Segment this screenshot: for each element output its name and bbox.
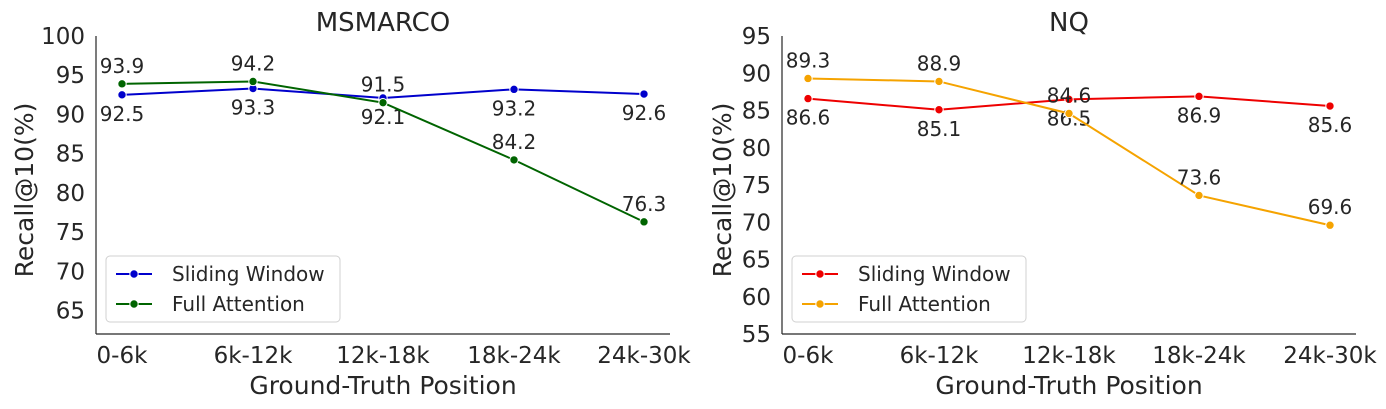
data-point (248, 76, 258, 87)
data-label: 92.6 (622, 101, 667, 125)
y-tick-label: 100 (41, 24, 85, 50)
legend-label: Sliding Window (172, 262, 325, 286)
chart-title: NQ (1049, 8, 1089, 38)
data-point (803, 93, 813, 104)
y-axis-label: Recall@10(%) (708, 103, 737, 278)
y-tick-label: 60 (742, 285, 771, 311)
data-label: 86.9 (1177, 103, 1222, 127)
data-point (1325, 101, 1335, 111)
data-point (117, 90, 127, 100)
legend-label: Sliding Window (858, 262, 1011, 286)
data-label: 85.1 (917, 117, 962, 141)
data-point (803, 73, 813, 84)
y-tick-label: 95 (56, 63, 85, 89)
data-label: 88.9 (917, 51, 962, 75)
y-tick-label: 65 (56, 298, 85, 324)
data-label: 93.9 (100, 54, 145, 78)
data-label: 93.2 (492, 96, 537, 120)
data-label: 91.5 (361, 73, 406, 97)
data-point (1064, 94, 1074, 105)
x-tick-label: 24k-30k (1283, 343, 1377, 369)
series-layer: 86.6 85.1 86.5 86.9 85.689.3 88.984.673.669.6 (786, 48, 1353, 230)
y-tick-label: 75 (56, 220, 85, 246)
data-label: 73.6 (1177, 165, 1222, 189)
x-tick-label: 18k-24k (467, 343, 561, 369)
legend-box (791, 255, 1027, 323)
data-label: 85.6 (1308, 113, 1353, 137)
x-tick-label: 0-6k (97, 343, 149, 369)
data-point (934, 76, 944, 87)
data-point (378, 97, 388, 108)
legend-label: Full Attention (858, 292, 991, 316)
x-tick-label: 24k-30k (597, 343, 691, 369)
legend: Sliding Window Full Attention (105, 255, 341, 323)
y-tick-label: 80 (742, 136, 771, 162)
data-point (934, 105, 944, 115)
x-axis-label: Ground-Truth Position (249, 371, 516, 400)
tick-labels: 55 60 65 70 75 80 85 90 95 0-6k 6k-12k 12k-18k 18k-2… (742, 24, 1378, 369)
y-axis-label: Recall@10(%) (10, 103, 39, 278)
data-label: 94.2 (231, 51, 276, 75)
chart-nq: NQ Ground-Truth Position Recall@10(%) 55… (708, 8, 1377, 400)
y-tick-label: 70 (742, 210, 771, 236)
x-tick-label: 6k-12k (214, 343, 294, 369)
x-tick-label: 0-6k (783, 343, 835, 369)
x-tick-label: 18k-24k (1152, 343, 1246, 369)
chart-title: MSMARCO (316, 8, 451, 38)
data-point (639, 89, 649, 99)
y-tick-label: 85 (56, 142, 85, 168)
series-layer: 92.5 93.3 92.1 93.2 92.693.9 94.291.584.276.3 (100, 51, 667, 227)
chart-msmarco: MSMARCO Ground-Truth Position Recall@10(… (10, 8, 691, 400)
data-label: 84.2 (492, 130, 537, 154)
legend-swatch-marker (815, 269, 825, 279)
legend: Sliding Window Full Attention (791, 255, 1027, 323)
data-point (1194, 91, 1204, 102)
x-tick-label: 12k-18k (1022, 343, 1116, 369)
data-point (639, 217, 649, 227)
data-point (1325, 220, 1335, 230)
data-label: 86.6 (786, 106, 831, 130)
data-label: 76.3 (622, 192, 667, 216)
data-point (1064, 108, 1074, 119)
data-label: 93.3 (231, 96, 276, 120)
legend-label: Full Attention (172, 292, 305, 316)
y-tick-label: 95 (742, 24, 771, 50)
x-tick-label: 12k-18k (336, 343, 430, 369)
data-point (1194, 190, 1204, 201)
legend-swatch-marker (129, 299, 139, 309)
legend-box (105, 255, 341, 323)
legend-swatch-marker (815, 299, 825, 309)
x-axis-label: Ground-Truth Position (935, 371, 1202, 400)
data-label: 92.5 (100, 102, 145, 126)
legend-swatch-marker (129, 269, 139, 279)
data-point (117, 79, 127, 89)
x-tick-label: 6k-12k (900, 343, 980, 369)
y-tick-label: 75 (742, 173, 771, 199)
data-label: 84.6 (1047, 83, 1092, 107)
data-point (509, 155, 519, 165)
y-tick-label: 70 (56, 259, 85, 285)
y-tick-label: 90 (742, 61, 771, 87)
data-label: 89.3 (786, 48, 831, 72)
y-tick-label: 85 (742, 99, 771, 125)
y-tick-label: 90 (56, 102, 85, 128)
data-label: 69.6 (1308, 195, 1353, 219)
tick-labels: 65 70 75 80 85 90 95 100 0-6k 6k-12k 12k-18k 18k-24… (41, 24, 691, 369)
data-point (509, 84, 519, 95)
y-tick-label: 65 (742, 248, 771, 274)
y-tick-label: 80 (56, 181, 85, 207)
y-tick-label: 55 (742, 322, 771, 348)
